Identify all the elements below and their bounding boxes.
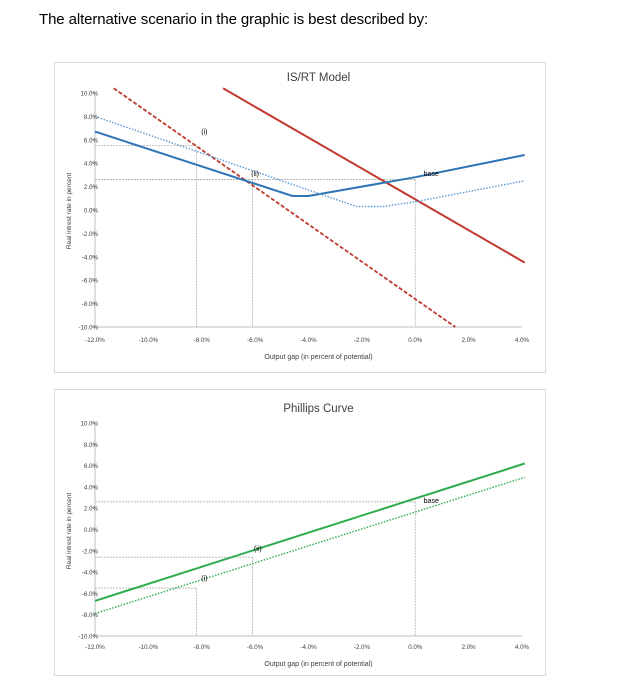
phillips-curve-chart: Phillips Curve 10.0% 8.0% 6.0% 4.0% 2.0% 0.0% -…: [54, 389, 546, 676]
y-tick-label: -4.0%: [82, 254, 99, 261]
x-tick-label: 2.0%: [462, 644, 477, 651]
y-tick-label: -10.0%: [78, 325, 98, 332]
chart-title: Phillips Curve: [283, 403, 353, 415]
x-tick-label: -4.0%: [300, 337, 317, 344]
annotation-label: (ii): [251, 171, 259, 178]
x-tick-label: -6.0%: [247, 644, 264, 651]
series-mp-curve-base: [94, 130, 525, 197]
x-axis-label: Output gap (in percent of potential): [264, 661, 372, 668]
y-tick-label: 0.0%: [84, 527, 99, 534]
y-axis-label: Real intrest rate in percent: [66, 173, 73, 249]
x-tick-label: 0.0%: [408, 337, 423, 344]
is-rt-model-chart: IS/RT Model 10.0% 8.0% 6.0% 4.0% 2.0% 0.0% -2.0…: [54, 62, 546, 373]
annotation-label: (i): [201, 576, 207, 583]
y-tick-label: 8.0%: [84, 114, 99, 121]
x-tick-label: 2.0%: [462, 337, 477, 344]
y-tick-label: -6.0%: [82, 591, 99, 598]
y-tick-label: 2.0%: [84, 184, 99, 191]
x-tick-label: -6.0%: [247, 337, 264, 344]
y-tick-label: 2.0%: [84, 506, 99, 513]
series-phillips-base: [94, 462, 526, 602]
annotation-label: (i): [201, 129, 207, 136]
y-tick-label: 10.0%: [80, 91, 98, 98]
chart-title: IS/RT Model: [287, 72, 351, 84]
y-tick-label: -8.0%: [82, 612, 99, 619]
series-mp-curve-alternative: [94, 115, 525, 208]
x-tick-label: -8.0%: [194, 644, 211, 651]
y-tick-label: -10.0%: [78, 634, 98, 641]
y-tick-label: 10.0%: [80, 421, 98, 428]
x-tick-label: -4.0%: [300, 644, 317, 651]
annotation-label: base: [424, 171, 439, 178]
question-text: The alternative scenario in the graphic …: [39, 11, 429, 28]
annotation-label: (ii): [254, 546, 262, 553]
series-phillips-alternative: [94, 476, 525, 615]
series-is-alternative: [113, 87, 456, 328]
x-tick-label: -10.0%: [139, 337, 159, 344]
x-tick-label: 0.0%: [408, 644, 423, 651]
y-tick-label: 4.0%: [84, 484, 99, 491]
phillips-curve-svg: Phillips Curve 10.0% 8.0% 6.0% 4.0% 2.0% 0.0% -…: [66, 403, 530, 668]
y-tick-label: 8.0%: [84, 442, 99, 449]
annotation-label: base: [424, 498, 439, 505]
x-axis-label: Output gap (in percent of potential): [264, 354, 372, 361]
y-tick-label: -2.0%: [82, 231, 99, 238]
y-axis-label: Real intrest rate in percent: [66, 493, 73, 569]
series-is-base: [222, 87, 526, 264]
x-tick-label: -10.0%: [139, 644, 159, 651]
y-tick-label: -2.0%: [82, 548, 99, 555]
x-tick-label: 4.0%: [515, 644, 530, 651]
y-tick-label: 6.0%: [84, 463, 99, 470]
x-tick-label: -12.0%: [85, 337, 105, 344]
y-tick-label: 6.0%: [84, 137, 99, 144]
y-tick-label: 4.0%: [84, 161, 99, 168]
y-tick-label: -6.0%: [82, 278, 99, 285]
x-tick-label: -8.0%: [194, 337, 211, 344]
x-tick-label: 4.0%: [515, 337, 530, 344]
y-tick-label: 0.0%: [84, 208, 99, 215]
x-tick-label: -2.0%: [354, 337, 371, 344]
is-rt-model-svg: IS/RT Model 10.0% 8.0% 6.0% 4.0% 2.0% 0.0% -2.0…: [66, 72, 530, 361]
x-tick-label: -2.0%: [354, 644, 371, 651]
y-tick-label: -4.0%: [82, 570, 99, 577]
x-tick-label: -12.0%: [85, 644, 105, 651]
y-tick-label: -8.0%: [82, 301, 99, 308]
